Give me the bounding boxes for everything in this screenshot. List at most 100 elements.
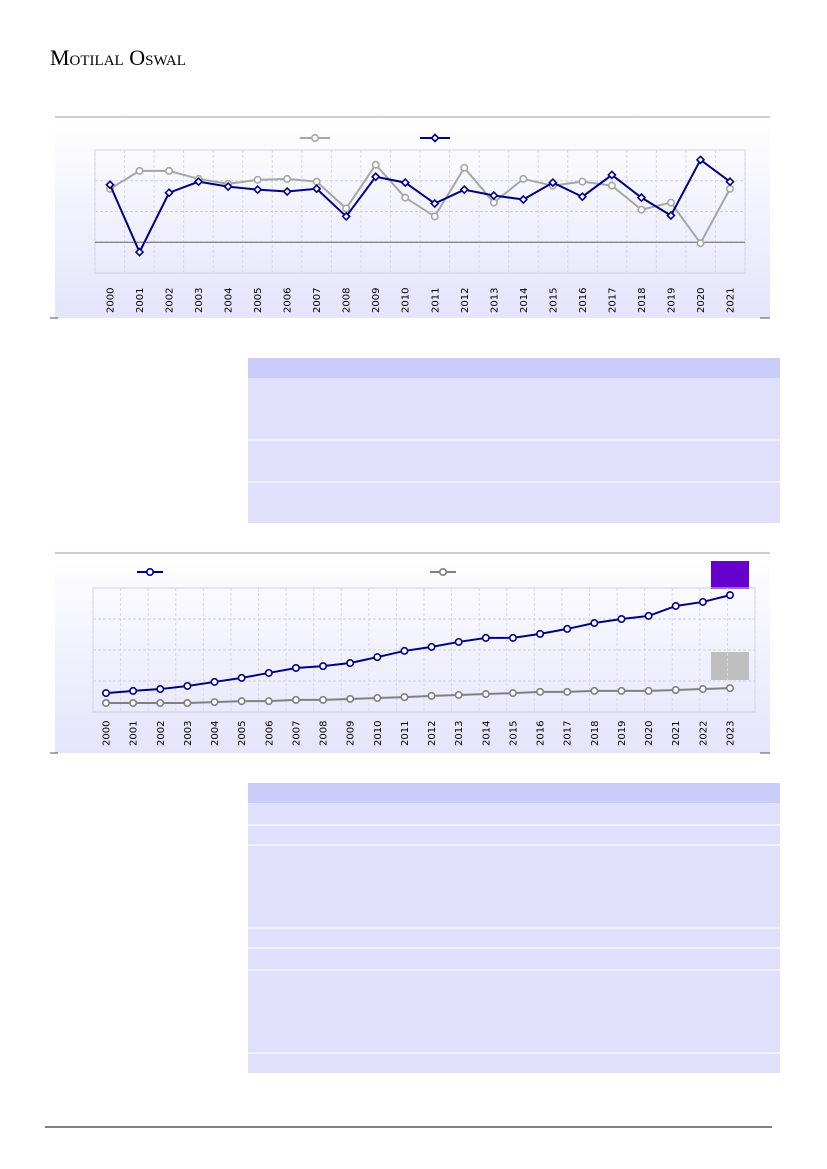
point — [725, 184, 734, 193]
x-tick-label: 2003 — [194, 288, 205, 313]
point — [563, 687, 572, 696]
x-tick-label: 2010 — [401, 288, 412, 313]
point — [373, 653, 382, 662]
point — [698, 685, 707, 694]
x-tick-label: 2006 — [264, 721, 275, 746]
point — [617, 614, 626, 623]
x-tick-label: 2004 — [210, 721, 221, 746]
point — [291, 695, 300, 704]
legend-marker — [438, 567, 447, 576]
x-tick-label: 2020 — [696, 288, 707, 313]
logo: Motilal Oswal — [50, 45, 186, 70]
x-tick-label: 2010 — [373, 721, 384, 746]
point — [508, 633, 517, 642]
x-tick-label: 2020 — [644, 721, 655, 746]
x-tick-label: 2007 — [291, 721, 302, 746]
point — [164, 188, 174, 198]
x-tick-label: 2023 — [726, 721, 737, 746]
point — [430, 212, 439, 221]
x-tick-label: 2014 — [519, 288, 530, 313]
point — [427, 642, 436, 651]
point — [489, 198, 498, 207]
color-box — [711, 652, 749, 680]
point — [210, 677, 219, 686]
x-tick-label: 2019 — [666, 288, 677, 313]
point — [481, 690, 490, 699]
point — [223, 181, 233, 192]
x-tick-label: 2001 — [135, 288, 146, 313]
point — [193, 177, 204, 187]
point — [607, 181, 616, 190]
point — [644, 686, 653, 695]
point — [698, 597, 707, 606]
x-tick-label: 2015 — [548, 288, 559, 313]
point — [105, 180, 115, 190]
table-header — [248, 358, 780, 378]
x-tick-label: 2021 — [726, 288, 737, 313]
point — [371, 172, 381, 182]
point — [518, 194, 528, 205]
point — [134, 247, 145, 257]
x-tick-label: 2000 — [102, 721, 113, 746]
legend-marker — [146, 567, 155, 576]
x-tick-label: 2002 — [156, 721, 167, 746]
point — [481, 633, 490, 642]
point — [400, 646, 409, 655]
point — [644, 611, 653, 620]
point — [165, 166, 174, 175]
x-tick-label: 2005 — [237, 721, 248, 746]
point — [237, 697, 246, 706]
x-tick-label: 2008 — [319, 721, 330, 746]
point — [725, 684, 734, 693]
series-line — [109, 163, 731, 246]
legend-marker — [430, 133, 440, 143]
point — [283, 174, 292, 183]
point — [371, 160, 380, 169]
x-tick-label: 2012 — [460, 288, 471, 313]
point — [264, 668, 273, 677]
point — [536, 687, 545, 696]
x-tick-label: 2005 — [253, 288, 264, 313]
point — [637, 205, 646, 214]
point — [346, 659, 355, 668]
point — [460, 163, 469, 172]
point — [696, 239, 705, 248]
point — [346, 694, 355, 703]
point — [237, 673, 246, 682]
point — [454, 637, 463, 646]
x-tick-label: 2000 — [106, 288, 117, 313]
point — [264, 697, 273, 706]
x-tick-label: 2001 — [129, 721, 140, 746]
point — [590, 619, 599, 628]
point — [129, 686, 138, 695]
point — [129, 699, 138, 708]
x-tick-label: 2022 — [698, 721, 709, 746]
point — [312, 184, 322, 194]
x-tick-label: 2017 — [563, 721, 574, 746]
x-tick-label: 2003 — [183, 721, 194, 746]
point — [102, 689, 111, 698]
x-tick-label: 2004 — [224, 288, 235, 313]
point — [183, 681, 192, 690]
x-tick-label: 2014 — [481, 721, 492, 746]
point — [400, 693, 409, 702]
series-line — [109, 158, 731, 255]
chart-background — [55, 553, 770, 753]
point — [725, 591, 734, 600]
x-tick-label: 2016 — [536, 721, 547, 746]
point — [454, 690, 463, 699]
point — [341, 211, 351, 222]
point — [319, 695, 328, 704]
point — [373, 694, 382, 703]
point — [489, 190, 499, 201]
point — [695, 155, 706, 165]
x-tick-label: 2016 — [578, 288, 589, 313]
x-tick-label: 2021 — [671, 721, 682, 746]
point — [291, 663, 300, 672]
x-tick-label: 2012 — [427, 721, 438, 746]
point — [671, 685, 680, 694]
x-tick-label: 2017 — [607, 288, 618, 313]
x-tick-label: 2013 — [489, 288, 500, 313]
point — [536, 629, 545, 638]
